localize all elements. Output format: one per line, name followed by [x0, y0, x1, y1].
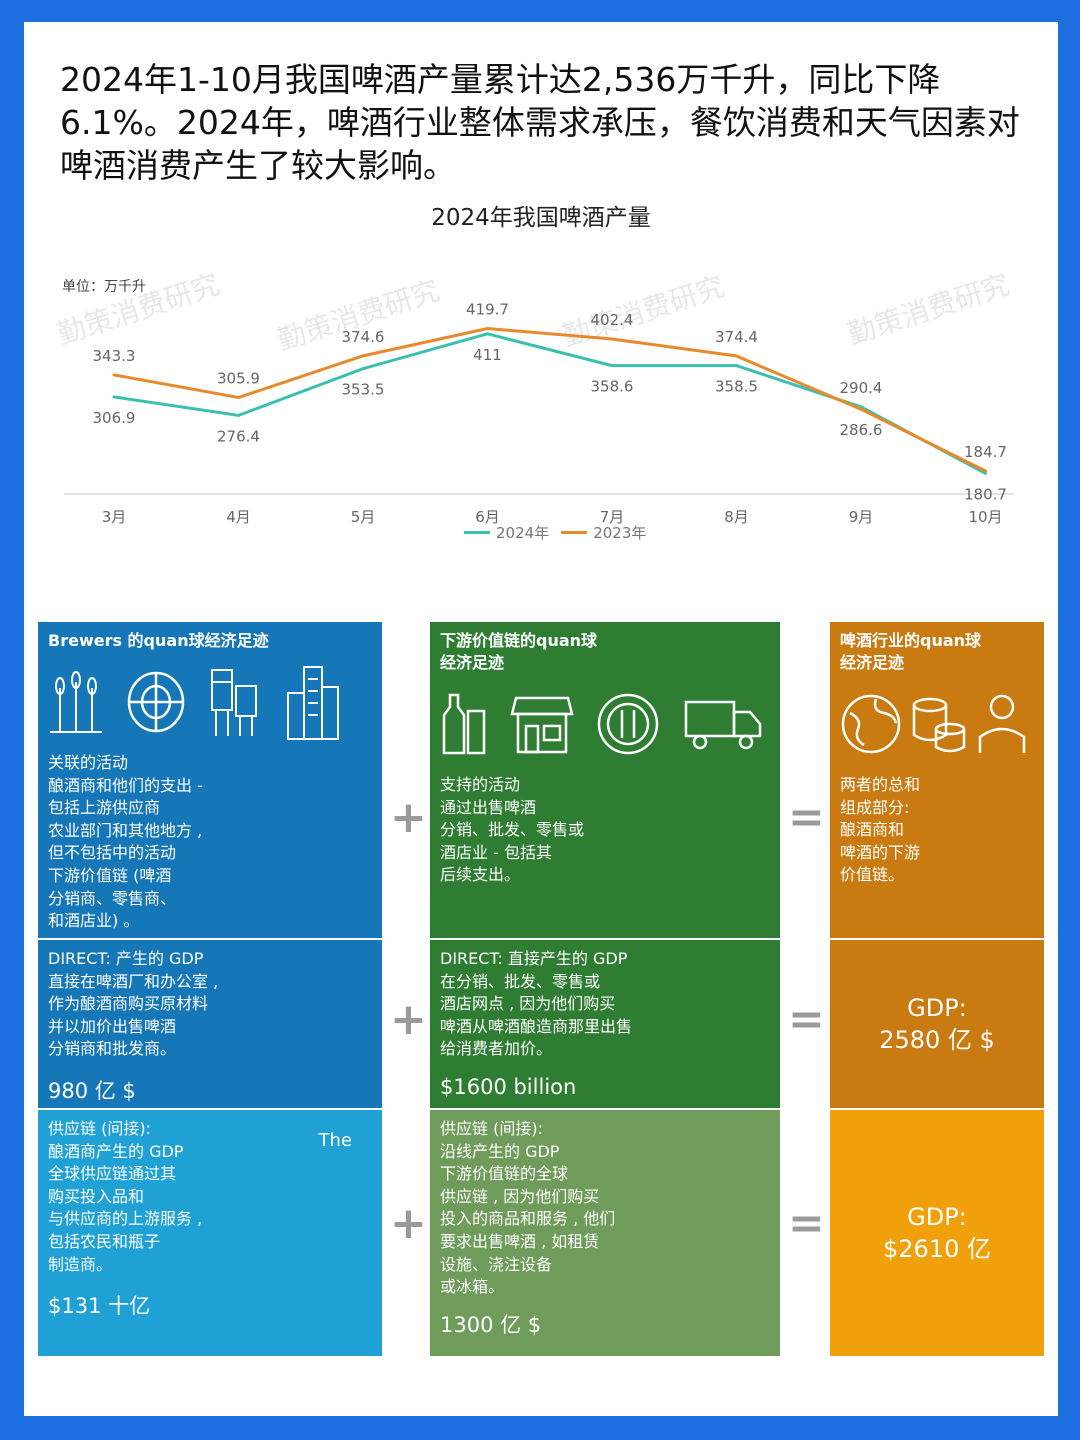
icon-row: [440, 684, 770, 764]
data-point: [735, 354, 738, 358]
brewers-supply-chain-tile: 供应链 (间接): 酿酒商产生的 GDP 全球供应链通过其 购买投入品和 与供应…: [38, 1110, 382, 1356]
data-label: 276.4: [217, 427, 260, 445]
brewery-tanks-icon: [211, 669, 257, 736]
headline-text: 2024年1-10月我国啤酒产量累计达2,536万千升，同比下降6.1%。202…: [60, 60, 1020, 185]
tile-body: 两者的总和 组成部分: 酿酒商和 啤酒的下游 价值链。: [840, 775, 921, 885]
data-label: 180.7: [964, 485, 1007, 503]
data-point: [486, 332, 489, 336]
brewers-direct-gdp-tile: DIRECT: 产生的 GDP 直接在啤酒厂和办公室 , 作为酿酒商购买原材料 …: [38, 940, 382, 1108]
data-label: 358.6: [591, 378, 634, 396]
x-tick-label: 10月: [968, 508, 1002, 526]
x-tick-label: 4月: [226, 508, 251, 526]
tile-body: 支持的活动 通过出售啤酒 分销、批发、零售或 酒店业 - 包括其 后续支出。: [440, 775, 585, 885]
plus-sign: +: [390, 994, 427, 1045]
tile-body: DIRECT: 产生的 GDP 直接在啤酒厂和办公室 , 作为酿酒商购买原材料 …: [48, 949, 219, 1059]
data-label: 184.7: [964, 443, 1007, 461]
plus-sign: +: [390, 1198, 427, 1249]
equals-sign: =: [788, 1198, 825, 1249]
delivery-truck-icon: [684, 700, 762, 750]
tile-value: 1300 亿 $: [440, 1312, 542, 1337]
data-label: 290.4: [840, 379, 883, 397]
barrel-icon: [127, 671, 185, 733]
series-line-2023年: [113, 327, 987, 473]
tile-body: 关联的活动 酿酒商和他们的支出 - 包括上游供应商 农业部门和其他地方 , 但不…: [48, 753, 203, 931]
data-point: [112, 373, 116, 377]
plate-cutlery-icon: [597, 693, 659, 755]
tile-body: 供应链 (间接): 酿酒商产生的 GDP 全球供应链通过其 购买投入品和 与供应…: [48, 1119, 203, 1274]
chart-title: 2024年我国啤酒产量: [431, 205, 651, 231]
equals-sign: =: [788, 994, 825, 1045]
tile-value: $1600 billion: [440, 1074, 577, 1099]
data-label: 419.7: [466, 301, 509, 319]
data-point: [735, 364, 738, 368]
plus-sign: +: [390, 792, 427, 843]
data-label: 343.3: [93, 347, 136, 365]
tile-heading: 啤酒行业的quan球 经济足迹: [840, 631, 982, 672]
industry-footprint-tile: 啤酒行业的quan球 经济足迹 两者的总和 组成部分: 酿酒商和 啤酒的下游 价…: [830, 622, 1044, 938]
data-point: [112, 395, 116, 399]
downstream-supply-chain-tile: 供应链 (间接): 沿线产生的 GDP 下游价值链的全球 供应链 , 因为他们购…: [430, 1110, 780, 1356]
tile-body: 供应链 (间接): 沿线产生的 GDP 下游价值链的全球 供应链 , 因为他们购…: [440, 1119, 616, 1297]
tile-body: DIRECT: 直接产生的 GDP 在分销、批发、零售或 酒店网点 , 因为他们…: [440, 949, 633, 1059]
data-label: 411: [473, 346, 502, 364]
legend-swatch-2024: [464, 531, 490, 534]
icon-row: [840, 684, 1034, 764]
data-label: 286.6: [840, 421, 883, 439]
industry-supply-chain-tile: GDP: $2610 亿: [830, 1110, 1044, 1356]
equals-sign: =: [788, 792, 825, 843]
wheat-icon: [50, 671, 102, 733]
data-point: [486, 327, 489, 331]
data-point: [984, 471, 987, 475]
line-chart: 3月 4月 5月 6月 7月 8月 9月 10月 343.3 306.9 305.9 276.4 374…: [64, 301, 1014, 526]
office-building-icon: [287, 666, 339, 740]
brewers-footprint-tile: Brewers 的quan球经济足迹 关联的活动 酿酒商和他们: [38, 622, 382, 938]
x-tick-label: 6月: [475, 508, 500, 526]
x-tick-label: 8月: [724, 508, 749, 526]
tile-value: GDP: 2580 亿 $: [879, 994, 995, 1054]
data-point: [237, 413, 240, 417]
store-icon: [510, 696, 574, 754]
tile-heading: 下游价值链的quan球 经济足迹: [440, 631, 598, 672]
tile-value: 980 亿 $: [48, 1078, 136, 1103]
data-label: 305.9: [217, 370, 260, 388]
downstream-footprint-tile: 下游价值链的quan球 经济足迹 支持的活动 通过出售啤酒 分销、批发、零售或 …: [430, 622, 780, 938]
data-point: [984, 469, 987, 473]
tile-heading: Brewers 的quan球经济足迹: [48, 631, 269, 650]
data-point: [361, 367, 365, 371]
icon-row: [48, 662, 372, 742]
tile-value: $131 十亿: [48, 1294, 151, 1319]
legend-label-2024: 2024年: [496, 524, 550, 542]
unit-label: 单位：万千升: [62, 279, 146, 295]
globe-icon: [841, 694, 901, 754]
data-label: 358.5: [715, 378, 758, 396]
person-icon: [978, 694, 1026, 753]
data-point: [859, 407, 863, 411]
data-label: 353.5: [342, 381, 385, 399]
coins-stack-icon: [912, 697, 966, 753]
data-label: 402.4: [591, 311, 634, 329]
x-tick-label: 5月: [351, 508, 376, 526]
tile-value: GDP: $2610 亿: [883, 1203, 991, 1263]
downstream-direct-gdp-tile: DIRECT: 直接产生的 GDP 在分销、批发、零售或 酒店网点 , 因为他们…: [430, 940, 780, 1108]
x-tick-label: 3月: [102, 508, 127, 526]
data-point: [361, 354, 365, 358]
tile-extra-text: The: [318, 1130, 352, 1151]
x-tick-label: 7月: [600, 508, 625, 526]
data-point: [237, 396, 240, 400]
series-line-2024年: [113, 332, 987, 475]
industry-direct-gdp-tile: GDP: 2580 亿 $: [830, 940, 1044, 1108]
x-tick-label: 9月: [849, 508, 874, 526]
data-point: [610, 337, 614, 341]
beer-bottle-icon: [442, 693, 486, 755]
data-label: 306.9: [93, 409, 136, 427]
legend-label-2023: 2023年: [593, 524, 647, 542]
main-card: 2024年1-10月我国啤酒产量累计达2,536万千升，同比下降6.1%。202…: [24, 22, 1058, 1416]
chart-legend: 2024年 2023年: [464, 522, 646, 543]
data-point: [610, 364, 614, 368]
data-label: 374.4: [715, 328, 758, 346]
legend-swatch-2023: [561, 531, 588, 534]
data-label: 374.6: [342, 328, 385, 346]
